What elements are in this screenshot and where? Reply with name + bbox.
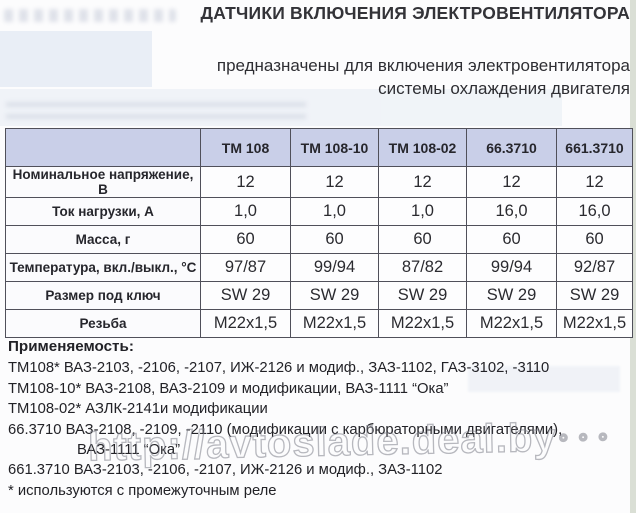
spec-cell: 60	[290, 225, 379, 254]
spec-table: ТМ 108 ТМ 108-10 ТМ 108-02 66.3710 661.3…	[5, 128, 633, 338]
spec-cell: 12	[290, 166, 379, 198]
spec-cell: 1,0	[378, 197, 467, 226]
spec-cell: М22х1,5	[290, 309, 379, 338]
applicability-line-661-3710: 661.3710 ВАЗ-2103, -2106, -2107, ИЖ-2126…	[8, 462, 443, 479]
spec-cell: 12	[466, 166, 557, 198]
spec-cell: 1,0	[290, 197, 379, 226]
spec-cell: SW 29	[378, 281, 467, 310]
applicability-line-66-3710: 66.3710 ВАЗ-2108, -2109, -2110 (модифика…	[8, 421, 563, 438]
spec-cell: 12	[378, 166, 467, 198]
applicability-line-66-3710-cont: ВАЗ-1111 “Ока”	[77, 442, 181, 459]
spec-cell: 92/87	[556, 253, 633, 282]
spec-cell: 12	[200, 166, 291, 198]
applicability-section: Применяемость: ТМ108* ВАЗ-2103, -2106, -…	[8, 337, 608, 501]
spec-cell: 12	[556, 166, 633, 198]
applicability-heading: Применяемость:	[8, 338, 134, 355]
spec-cell: 87/82	[378, 253, 467, 282]
column-header-tm108-02: ТМ 108-02	[378, 128, 467, 167]
table-row: Масса, г 60 60 60 60 60	[5, 225, 633, 254]
spec-cell: SW 29	[290, 281, 379, 310]
applicability-line-tm108-02: ТМ108-02* АЗЛК-2141и модификации	[8, 401, 268, 418]
row-label-voltage: Номинальное напряжение, В	[5, 166, 201, 198]
spec-cell: 99/94	[466, 253, 557, 282]
page-subtitle: предназначены для включения электровенти…	[217, 54, 630, 100]
subtitle-line-2: системы охлаждения двигателя	[378, 79, 630, 98]
column-header-tm108-10: ТМ 108-10	[290, 128, 379, 167]
spec-cell: 16,0	[466, 197, 557, 226]
column-header-tm108: ТМ 108	[200, 128, 291, 167]
column-header-66-3710: 66.3710	[466, 128, 557, 167]
spec-cell: М22х1,5	[466, 309, 557, 338]
table-row: Ток нагрузки, А 1,0 1,0 1,0 16,0 16,0	[5, 197, 633, 226]
spec-cell: М22х1,5	[378, 309, 467, 338]
spec-cell: М22х1,5	[200, 309, 291, 338]
table-header-row: ТМ 108 ТМ 108-10 ТМ 108-02 66.3710 661.3…	[5, 128, 633, 167]
spec-cell: 99/94	[290, 253, 379, 282]
spec-cell: М22х1,5	[556, 309, 633, 338]
spec-cell: 60	[466, 225, 557, 254]
row-label-wrench-size: Размер под ключ	[5, 281, 201, 310]
row-label-mass: Масса, г	[5, 225, 201, 254]
spec-cell: SW 29	[466, 281, 557, 310]
spec-cell: 1,0	[200, 197, 291, 226]
row-label-temperature: Температура, вкл./выкл., °С	[5, 253, 201, 282]
table-row: Резьба М22х1,5 М22х1,5 М22х1,5 М22х1,5 М…	[5, 309, 633, 338]
row-label-current: Ток нагрузки, А	[5, 197, 201, 226]
spec-cell: SW 29	[200, 281, 291, 310]
spec-cell: 97/87	[200, 253, 291, 282]
applicability-footnote: * используются с промежуточным реле	[8, 482, 277, 499]
table-row: Температура, вкл./выкл., °С 97/87 99/94 …	[5, 253, 633, 282]
spec-cell: 60	[378, 225, 467, 254]
applicability-line-tm108: ТМ108* ВАЗ-2103, -2106, -2107, ИЖ-2126 и…	[8, 360, 550, 377]
table-row: Номинальное напряжение, В 12 12 12 12 12	[5, 166, 633, 198]
corner-cell	[5, 128, 201, 167]
column-header-661-3710: 661.3710	[556, 128, 633, 167]
table-row: Размер под ключ SW 29 SW 29 SW 29 SW 29 …	[5, 281, 633, 310]
subtitle-line-1: предназначены для включения электровенти…	[216, 56, 630, 75]
spec-cell: 16,0	[556, 197, 633, 226]
applicability-line-tm108-10: ТМ108-10* ВАЗ-2108, ВАЗ-2109 и модификац…	[8, 380, 449, 397]
bleed-through-band-left	[0, 31, 152, 87]
spec-cell: 60	[556, 225, 633, 254]
page-title: ДАТЧИКИ ВКЛЮЧЕНИЯ ЭЛЕКТРОВЕНТИЛЯТОРА	[200, 3, 630, 23]
bleed-through-text-smudge	[4, 9, 176, 22]
row-label-thread: Резьба	[5, 309, 201, 338]
spec-cell: SW 29	[556, 281, 633, 310]
spec-cell: 60	[200, 225, 291, 254]
